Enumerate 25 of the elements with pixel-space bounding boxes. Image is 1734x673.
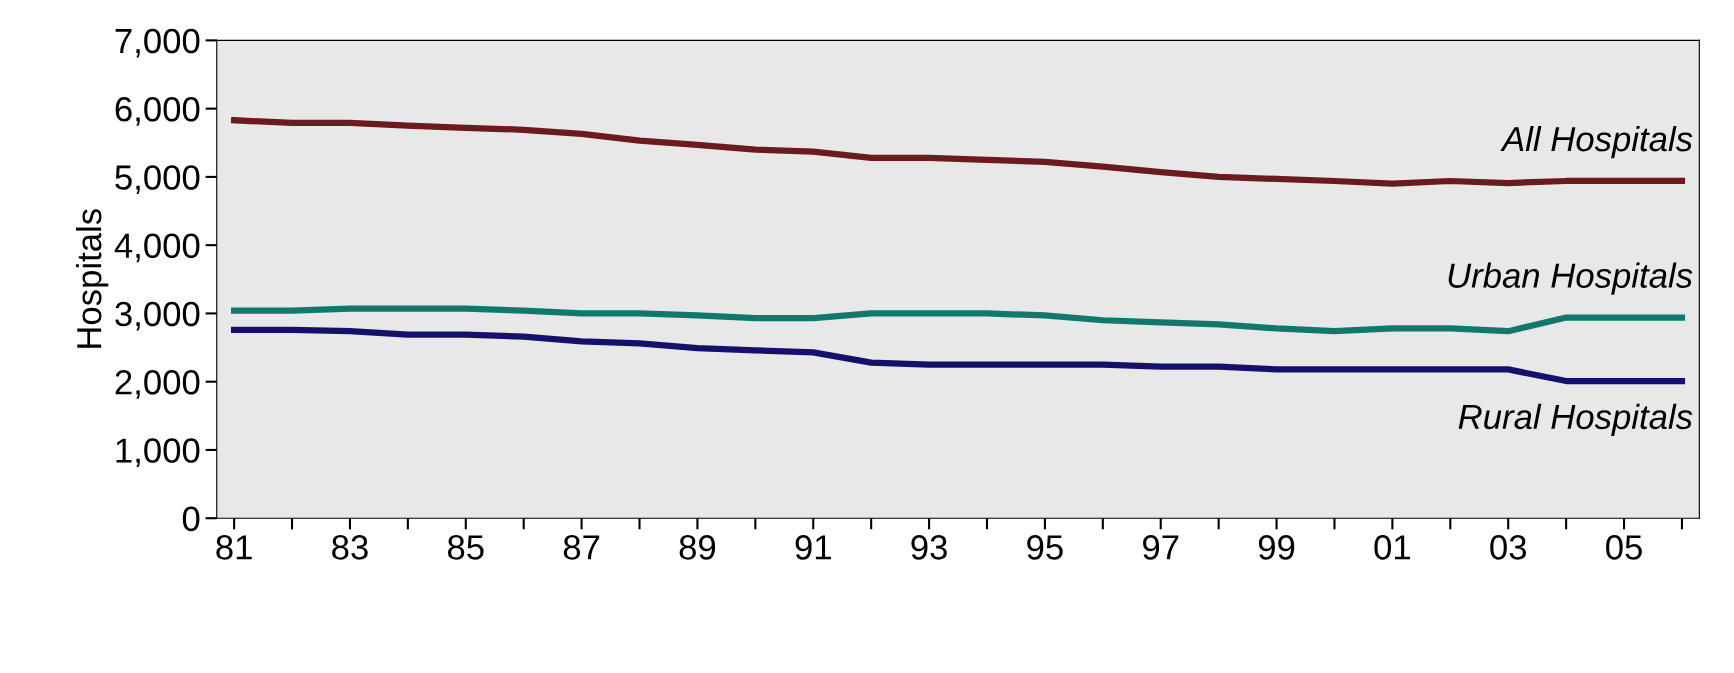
x-tick-label: 89 — [679, 535, 716, 560]
x-tick-label: 83 — [332, 535, 368, 560]
y-tick-label: 4,000 — [114, 233, 200, 263]
y-tick-label: 0 — [182, 506, 200, 532]
x-tick-label: 87 — [563, 535, 600, 560]
x-tick-label: 85 — [447, 535, 484, 560]
series-label: Rural Hospitals — [1458, 403, 1693, 437]
y-axis-title: Hospitals — [75, 209, 109, 348]
y-tick-label: 5,000 — [115, 165, 200, 194]
series-label: Urban Hospitals — [1448, 262, 1693, 295]
x-tick-label: 05 — [1606, 535, 1642, 560]
x-tick-label: 97 — [1143, 535, 1179, 560]
x-tick-label: 03 — [1490, 535, 1526, 560]
x-tick-label: 95 — [1027, 535, 1063, 560]
y-tick-label: 1,000 — [116, 438, 200, 467]
y-tick-label: 3,000 — [115, 301, 200, 331]
x-tick-label: 01 — [1374, 535, 1410, 560]
y-tick-label: 6,000 — [115, 96, 200, 126]
x-tick-label: 91 — [795, 535, 831, 560]
series-label: All Hospitals — [1500, 125, 1693, 159]
x-tick-label: 81 — [216, 535, 252, 560]
y-tick-label: 7,000 — [115, 28, 200, 58]
x-tick-label: 93 — [911, 535, 947, 560]
y-tick-label: 2,000 — [115, 370, 200, 399]
x-tick-label: 99 — [1258, 535, 1295, 560]
